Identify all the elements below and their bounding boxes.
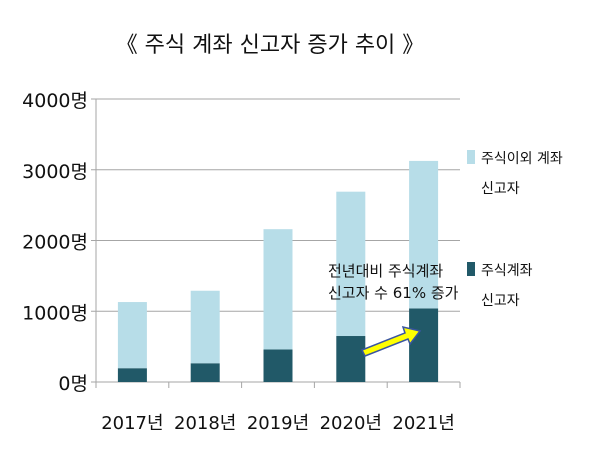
- legend-label: 주식이외 계좌: [481, 151, 563, 167]
- x-tick-label: 2021년: [392, 413, 454, 434]
- bar-segment: [190, 290, 220, 364]
- y-tick-label: 4000명: [22, 90, 88, 112]
- arrow-shape: [360, 325, 422, 357]
- bar-segment: [336, 336, 366, 382]
- bar-segment: [117, 368, 147, 382]
- y-axis-ticks: 0명 1000명 2000명 3000명 4000명: [22, 90, 88, 395]
- x-tick-label: 2019년: [247, 413, 309, 434]
- y-tick-label: 1000명: [22, 302, 88, 324]
- annotation-line-2: 신고자 수 61% 증가: [328, 284, 459, 302]
- bar-segment: [190, 363, 220, 382]
- legend-swatch: [467, 150, 475, 164]
- x-tick-label: 2020년: [320, 413, 382, 434]
- bar-segment: [409, 308, 439, 382]
- annotation-arrow: [360, 325, 422, 357]
- y-tick-label: 0명: [58, 373, 88, 395]
- legend-label: 신고자: [481, 293, 520, 309]
- chart-title: 《 주식 계좌 신고자 증가 추이 》: [116, 33, 425, 58]
- bar-segment: [117, 302, 147, 369]
- y-tick-label: 2000명: [22, 232, 88, 254]
- bar-segment: [263, 349, 293, 382]
- x-axis-ticks: 2017년 2018년 2019년 2020년 2021년: [101, 413, 455, 434]
- annotation-line-1: 전년대비 주식계좌: [328, 262, 443, 280]
- y-tick-label: 3000명: [22, 161, 88, 183]
- x-tick-label: 2017년: [101, 413, 163, 434]
- legend-label: 신고자: [481, 181, 520, 197]
- bar-segment: [409, 160, 439, 309]
- legend-label: 주식계좌: [481, 263, 533, 279]
- x-tick-label: 2018년: [174, 413, 236, 434]
- legend-swatch: [467, 262, 475, 276]
- bar-segment: [263, 229, 293, 350]
- bars: [117, 160, 439, 382]
- bar-segment: [336, 191, 366, 337]
